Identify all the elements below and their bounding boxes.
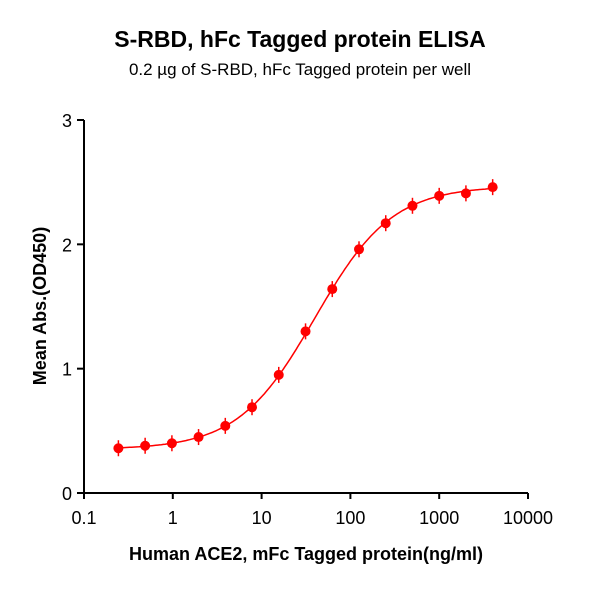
x-tick-label: 10 [252,508,272,528]
data-point [166,438,177,449]
data-point [193,432,204,443]
data-point [113,443,124,454]
x-tick-label: 1 [168,508,178,528]
y-tick-label: 1 [62,360,72,380]
data-point [247,402,258,413]
data-point [220,420,231,431]
x-tick-label: 100 [335,508,365,528]
x-axis-label: Human ACE2, mFc Tagged protein(ng/ml) [129,544,483,564]
data-point [140,440,151,451]
fit-curve [118,187,493,449]
data-point [407,200,418,211]
chart-title: S-RBD, hFc Tagged protein ELISA [114,26,486,52]
x-tick-label: 10000 [503,508,553,528]
data-point [273,369,284,380]
data-point [354,244,365,255]
y-tick-label: 2 [62,235,72,255]
x-tick-label: 1000 [419,508,459,528]
data-point [327,284,338,295]
y-tick-label: 3 [62,111,72,131]
data-points [113,179,498,457]
y-tick-label: 0 [62,484,72,504]
x-tick-label: 0.1 [71,508,96,528]
y-axis-label: Mean Abs.(OD450) [30,227,50,385]
fit-line [118,187,493,449]
data-point [300,326,311,337]
chart-subtitle: 0.2 µg of S-RBD, hFc Tagged protein per … [128,60,472,79]
data-point [434,190,445,201]
axes: 0.1 1 10 100 1000 10000 0 1 2 3 [62,111,553,528]
data-point [380,218,391,229]
data-point [487,182,498,193]
data-point [460,188,471,199]
